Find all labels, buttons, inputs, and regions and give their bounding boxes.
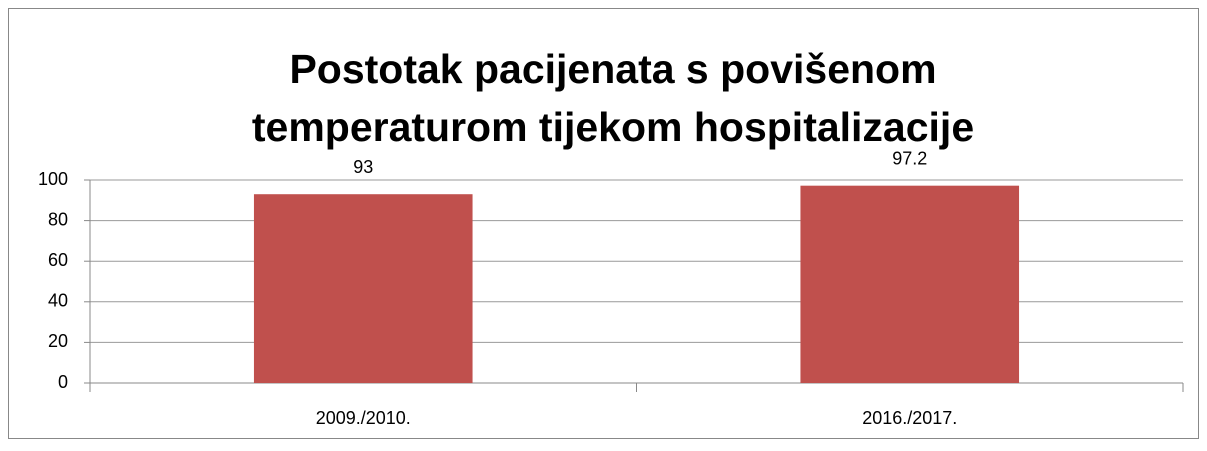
data-label: 97.2	[892, 148, 927, 168]
bar	[253, 194, 473, 383]
y-tick-label: 0	[58, 372, 68, 392]
chart-title: Postotak pacijenata s povišenom temperat…	[251, 46, 975, 150]
x-tick-label: 2009./2010.	[316, 408, 411, 428]
y-tick-label: 100	[38, 169, 68, 189]
bar	[800, 185, 1020, 383]
y-tick-label: 60	[48, 250, 68, 270]
x-tick-label: 2016./2017.	[862, 408, 957, 428]
y-tick-label: 40	[48, 291, 68, 311]
data-label: 93	[353, 157, 373, 177]
y-tick-label: 80	[48, 209, 68, 229]
y-tick-label: 20	[48, 331, 68, 351]
